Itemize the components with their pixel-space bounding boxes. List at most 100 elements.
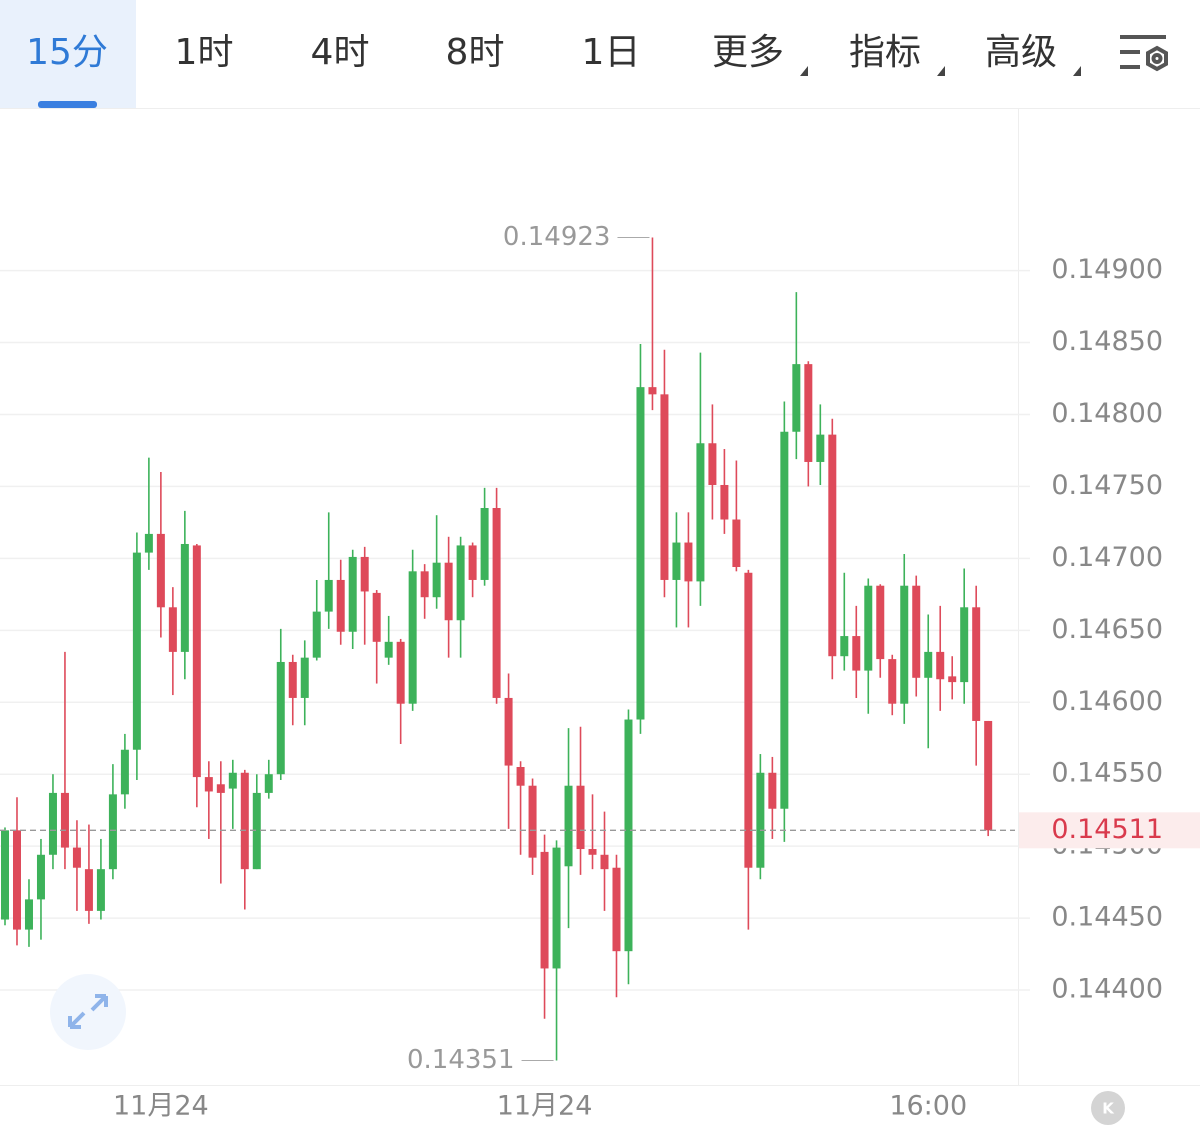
candle-body: [288, 661, 297, 698]
candle-body: [324, 579, 333, 612]
candle-body: [720, 484, 729, 520]
candle-body: [648, 387, 657, 395]
candle-body: [864, 585, 873, 671]
tab-bar: 15分 1时 4时 8时 1日 更多 指标 高级: [26, 32, 1081, 76]
candle-body: [72, 847, 81, 868]
active-tab-bg: [0, 0, 136, 108]
candle-body: [984, 720, 993, 831]
y-tick-label: 0.14800: [1051, 398, 1163, 429]
scroll-latest-icon: K: [1102, 1100, 1115, 1118]
candle-body: [96, 869, 105, 911]
x-tick-label: 16:00: [889, 1091, 967, 1122]
tab[interactable]: 15分: [26, 32, 108, 73]
y-tick-label: 0.14650: [1051, 614, 1163, 645]
candle-body: [348, 556, 357, 632]
candle-body: [588, 849, 597, 855]
candle-body: [516, 767, 525, 786]
tab[interactable]: 高级: [985, 32, 1057, 73]
candle-body: [24, 899, 33, 930]
candle-body: [660, 394, 669, 580]
dropdown-caret: [937, 66, 945, 76]
candle-body: [576, 785, 585, 850]
candle-body: [180, 543, 189, 652]
candle-body: [300, 657, 309, 698]
y-tick-label: 0.14750: [1051, 470, 1163, 501]
candle-body: [360, 556, 369, 592]
tab[interactable]: 1日: [582, 32, 641, 73]
high-label: 0.14923: [503, 222, 611, 252]
y-tick-label: 0.14600: [1051, 686, 1163, 717]
candle-body: [792, 364, 801, 432]
candle-body: [840, 636, 849, 657]
candle-body: [120, 749, 129, 795]
last-price-badge: [1019, 812, 1200, 849]
candle-body: [540, 851, 549, 969]
candle-body: [780, 431, 789, 809]
candle-body: [708, 443, 717, 485]
candle-body: [948, 676, 957, 683]
y-tick-label: 0.14450: [1051, 902, 1163, 933]
expand-icon: [68, 994, 108, 1029]
candle-body: [396, 641, 405, 704]
candle-body: [264, 774, 273, 793]
settings-icon[interactable]: [1120, 35, 1168, 72]
candle-body: [768, 772, 777, 809]
expand-button[interactable]: [50, 974, 126, 1050]
candle-body: [924, 651, 933, 678]
candle-body: [816, 434, 825, 462]
candle-body: [108, 794, 117, 870]
candle-body: [456, 545, 465, 621]
candle-body: [192, 545, 201, 778]
y-tick-label: 0.14550: [1051, 758, 1163, 789]
candle-body: [168, 607, 177, 652]
plot: [1, 237, 993, 1061]
candle-body: [672, 542, 681, 580]
y-tick-label: 0.14700: [1051, 542, 1163, 573]
candle-body: [756, 772, 765, 868]
candle-body: [12, 830, 21, 930]
candle-body: [216, 784, 225, 793]
last-price-label: 0.14511: [1051, 814, 1163, 845]
candle-body: [1, 830, 9, 920]
x-tick-label: 11月24: [497, 1091, 593, 1122]
candle-body: [384, 641, 393, 658]
y-tick-label: 0.14850: [1051, 326, 1163, 357]
candle-body: [276, 661, 285, 775]
candle-body: [876, 585, 885, 660]
y-tick-label: 0.14400: [1051, 974, 1163, 1005]
tab[interactable]: 8时: [446, 32, 505, 73]
dropdown-caret: [1073, 66, 1081, 76]
candle-body: [156, 533, 165, 608]
candle-body: [696, 443, 705, 582]
candle-body: [252, 792, 261, 870]
candle-body: [528, 785, 537, 858]
x-tick-label: 11月24: [113, 1091, 209, 1122]
low-label: 0.14351: [407, 1045, 515, 1075]
candle-body: [408, 571, 417, 704]
candle-body: [420, 571, 429, 598]
tab[interactable]: 指标: [849, 32, 921, 73]
candle-body: [888, 659, 897, 704]
candle-body: [204, 777, 213, 792]
candle-body: [936, 651, 945, 680]
candle-body: [744, 572, 753, 868]
candle-body: [468, 545, 477, 580]
candle-body: [84, 869, 93, 911]
candle-body: [960, 607, 969, 683]
candle-body: [444, 562, 453, 621]
tab[interactable]: 4时: [311, 32, 370, 73]
candle-body: [804, 364, 813, 462]
candle-body: [372, 592, 381, 642]
scroll-latest-button[interactable]: [1091, 1091, 1125, 1125]
candle-body: [60, 792, 69, 848]
candle-body: [600, 854, 609, 870]
candle-body: [852, 636, 861, 671]
candle-body: [732, 519, 741, 568]
tab[interactable]: 更多: [712, 32, 784, 73]
candle-body: [48, 792, 57, 855]
tab[interactable]: 1时: [175, 32, 234, 73]
candle-body: [612, 867, 621, 952]
grid: 0.144000.144500.145000.145500.146000.146…: [0, 254, 1163, 1122]
